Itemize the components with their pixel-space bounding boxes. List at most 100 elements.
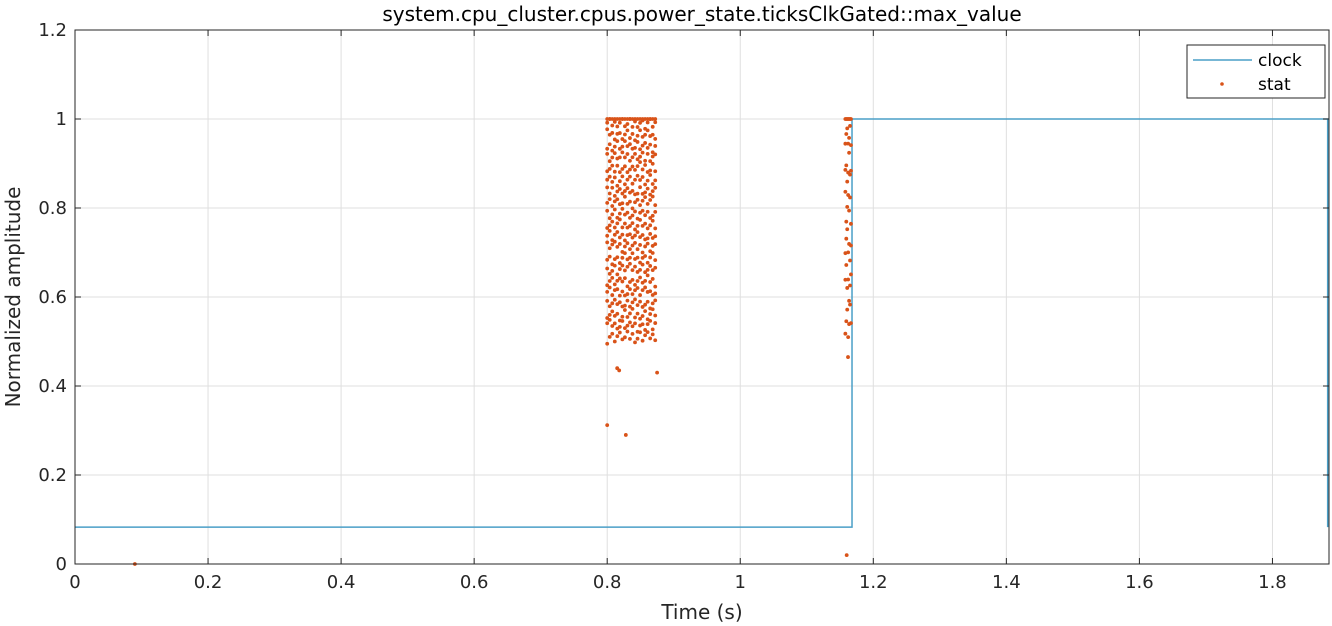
series-stat: [132, 117, 853, 566]
x-tick-label: 1.6: [1125, 572, 1154, 593]
stat-point: [650, 154, 655, 159]
stat-point: [617, 155, 622, 160]
stat-point: [845, 286, 850, 290]
stat-point: [623, 132, 627, 137]
stat-point: [640, 143, 645, 148]
stat-point: [607, 228, 612, 233]
legend-stat-label: stat: [1258, 75, 1291, 95]
stat-point: [605, 266, 610, 271]
stat-point: [843, 141, 848, 146]
stat-point: [607, 271, 612, 276]
stat-point: [610, 293, 615, 297]
stat-point: [638, 299, 642, 304]
stat-point: [628, 174, 632, 179]
stat-point: [615, 272, 620, 277]
stat-point: [847, 208, 851, 213]
stat-point: [620, 314, 625, 319]
stat-point: [640, 338, 645, 343]
stat-point: [605, 423, 610, 428]
stat-point: [650, 277, 655, 281]
stat-point: [653, 284, 658, 289]
stat-point: [610, 212, 615, 217]
stat-point: [617, 146, 622, 151]
stat-point: [623, 182, 627, 187]
stat-point: [648, 159, 653, 164]
stat-point: [633, 177, 637, 182]
stat-point: [843, 331, 848, 336]
stat-point: [653, 185, 658, 190]
stat-point: [605, 201, 610, 205]
stat-point: [645, 202, 650, 206]
stat-point: [653, 338, 658, 343]
stat-point: [643, 213, 648, 218]
stat-point: [625, 264, 630, 269]
stat-point: [612, 297, 617, 302]
stat-point: [623, 164, 627, 169]
stat-point: [610, 155, 615, 160]
stat-point: [612, 339, 617, 344]
stat-point: [635, 255, 640, 260]
stat-point: [623, 308, 627, 312]
stat-point: [844, 163, 849, 168]
stat-point: [630, 132, 635, 136]
stat-point: [625, 292, 630, 296]
stat-point: [615, 255, 620, 260]
stat-point: [643, 328, 648, 332]
stat-point: [617, 242, 622, 246]
stat-point: [638, 267, 642, 272]
stat-point: [630, 235, 635, 240]
stat-point: [848, 124, 852, 128]
stat-point: [623, 194, 627, 199]
stat-point: [643, 163, 648, 167]
stat-point: [607, 312, 612, 317]
stat-point: [849, 143, 853, 148]
legend: clock stat: [1186, 44, 1326, 99]
stat-point: [628, 280, 632, 284]
stat-point: [615, 334, 620, 339]
stat-point: [645, 322, 650, 326]
stat-point: [617, 170, 622, 175]
stat-point: [607, 304, 612, 309]
stat-point: [638, 275, 642, 280]
stat-point: [628, 142, 632, 147]
stat-point: [633, 145, 637, 150]
stat-point: [645, 236, 650, 241]
chart-title: system.cpu_cluster.cpus.power_state.tick…: [382, 2, 1021, 26]
stat-point: [607, 191, 612, 196]
x-tick-label: 0: [69, 572, 80, 593]
stat-point: [645, 260, 650, 265]
stat-point: [628, 261, 632, 266]
stat-point: [617, 131, 622, 135]
stat-point: [847, 136, 851, 140]
stat-point: [633, 209, 637, 214]
stat-point: [648, 289, 653, 294]
stat-point: [645, 151, 650, 156]
stat-point: [610, 324, 615, 328]
stat-point: [610, 309, 615, 314]
stat-point: [625, 201, 630, 206]
stat-point: [612, 239, 617, 244]
legend-box: [1186, 44, 1326, 99]
stat-point: [617, 300, 622, 305]
stat-point: [620, 279, 625, 284]
stat-point: [845, 205, 850, 209]
stat-point: [648, 232, 653, 236]
stat-point: [605, 321, 610, 326]
stat-point: [849, 117, 853, 121]
legend-stat-swatch: [1220, 82, 1224, 86]
stat-point: [650, 251, 655, 255]
stat-point: [653, 298, 658, 303]
stat-point: [610, 148, 615, 153]
stat-point: [623, 335, 627, 340]
y-tick-label: 1.2: [38, 20, 67, 41]
stat-point: [650, 194, 655, 199]
stat-point: [612, 169, 617, 174]
stat-point: [653, 291, 658, 296]
stat-point: [625, 284, 630, 289]
stat-point: [648, 142, 653, 147]
stat-point: [845, 179, 850, 184]
stat-point: [612, 282, 617, 287]
stat-point: [650, 132, 655, 137]
stat-point: [617, 293, 622, 298]
stat-point: [638, 185, 642, 190]
